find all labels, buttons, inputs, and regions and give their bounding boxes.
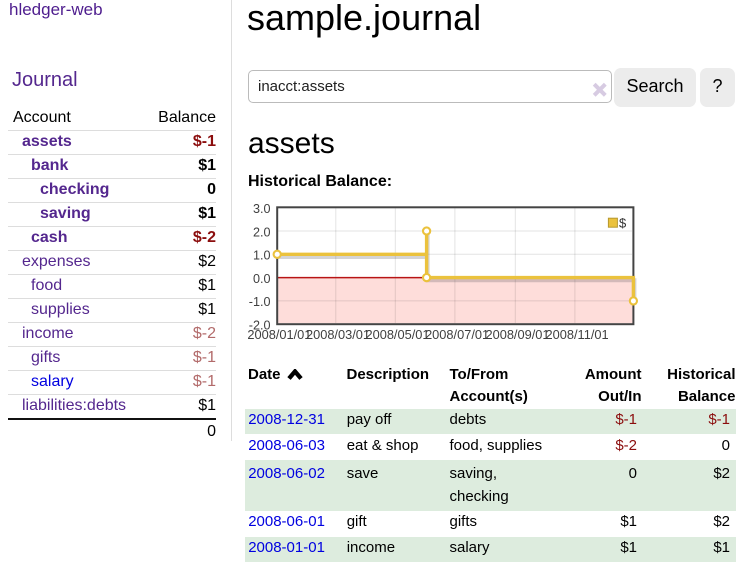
svg-text:2.0: 2.0 — [253, 225, 271, 239]
svg-text:2008/07/01: 2008/07/01 — [425, 327, 489, 342]
svg-text:2008/05/01: 2008/05/01 — [365, 327, 429, 342]
svg-text:-1.0: -1.0 — [249, 295, 271, 309]
svg-text:2008/01/01: 2008/01/01 — [247, 327, 311, 342]
svg-text:0.0: 0.0 — [253, 272, 271, 286]
svg-text:$: $ — [619, 216, 627, 231]
svg-text:3.0: 3.0 — [253, 202, 271, 216]
svg-text:2008/09/01: 2008/09/01 — [485, 327, 549, 342]
svg-text:1.0: 1.0 — [253, 249, 271, 263]
svg-text:-2.0: -2.0 — [249, 319, 271, 333]
svg-text:2008/11/01: 2008/11/01 — [546, 327, 609, 342]
svg-text:2008/03/01: 2008/03/01 — [306, 327, 370, 342]
